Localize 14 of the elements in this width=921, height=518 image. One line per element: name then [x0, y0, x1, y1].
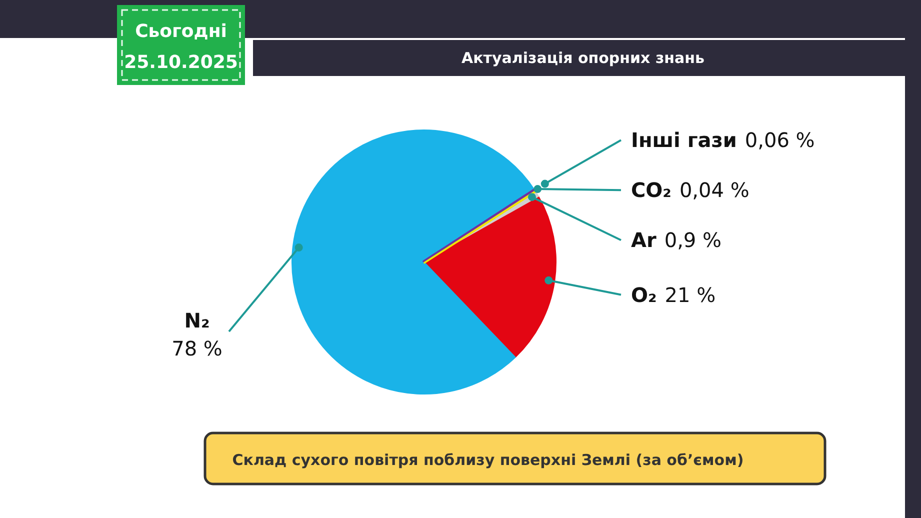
data-label: 78 %: [172, 336, 222, 361]
data-label: 0,06 %: [744, 128, 815, 152]
data-label: 0,04 %: [679, 178, 750, 202]
slice-label: Інші гази: [631, 128, 737, 152]
slice-label: Ar: [631, 228, 656, 252]
data-label: 0,9 %: [664, 228, 722, 252]
text: 25.10.2025: [124, 52, 238, 73]
text: Сьогодні: [135, 21, 227, 42]
slice-label: CO₂: [631, 178, 672, 202]
chart-title: Актуалізація опорних знань: [462, 49, 704, 67]
data-label: 21 %: [664, 282, 716, 307]
text: Склад сухого повітря поблизу поверхні Землі (за об’ємом): [232, 451, 744, 469]
slice-label: N₂: [184, 308, 210, 333]
slice-label: O₂: [631, 282, 657, 307]
